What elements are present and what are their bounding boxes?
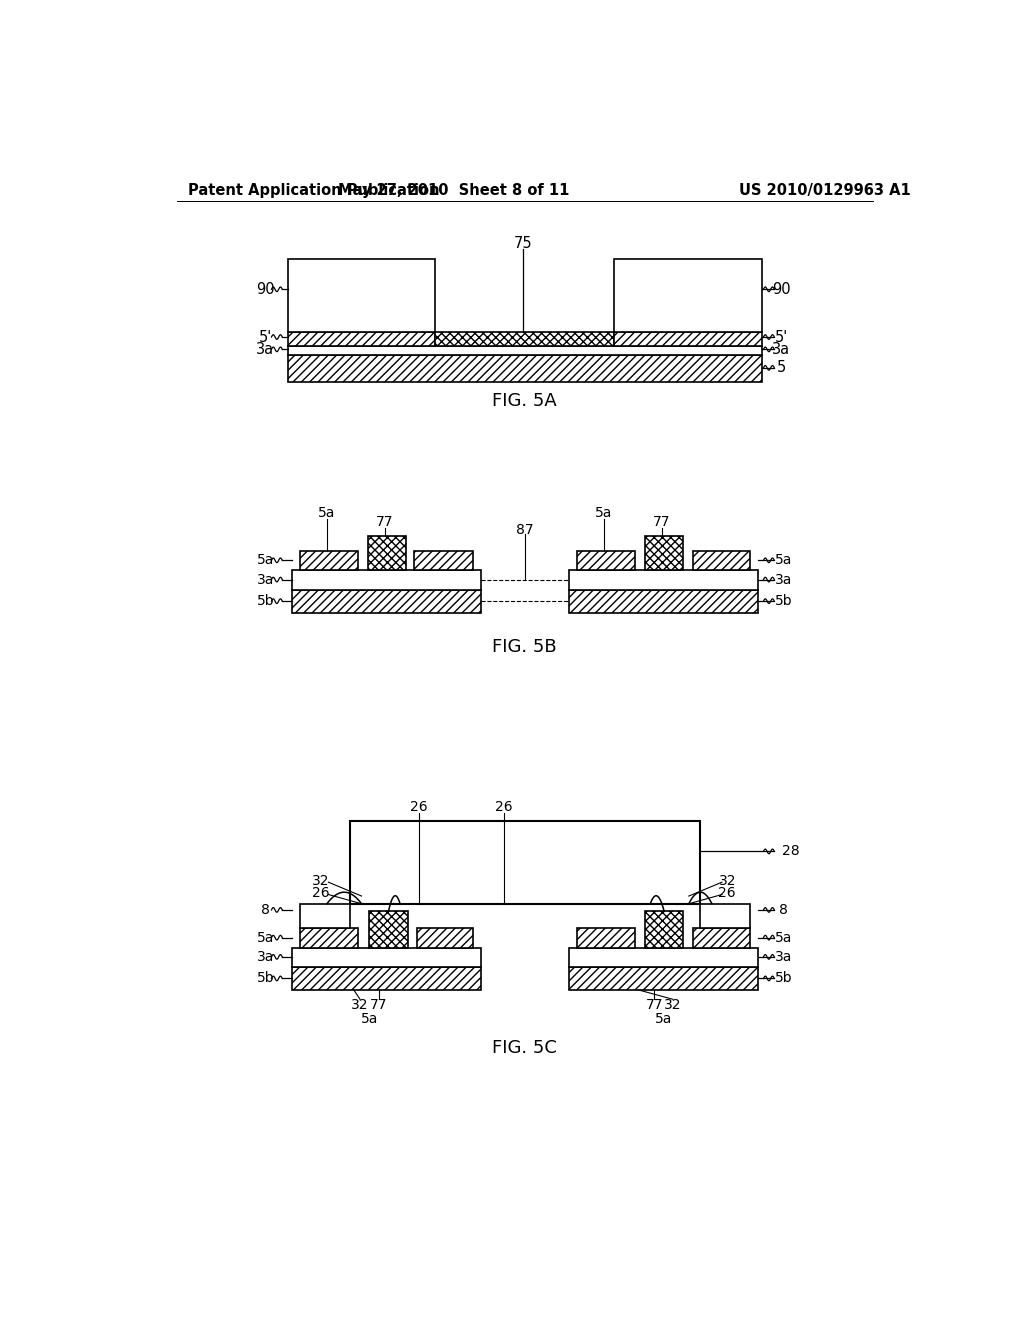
Text: 3a: 3a xyxy=(775,950,793,964)
Bar xyxy=(435,331,614,346)
Text: 87: 87 xyxy=(516,523,534,536)
Bar xyxy=(289,259,435,331)
Bar xyxy=(292,570,481,590)
Text: 5a: 5a xyxy=(775,553,793,568)
Bar xyxy=(614,331,762,346)
Text: 77: 77 xyxy=(376,515,393,529)
Text: FIG. 5B: FIG. 5B xyxy=(493,639,557,656)
Bar xyxy=(569,590,758,612)
Bar xyxy=(692,552,751,570)
Bar xyxy=(370,911,408,948)
Bar xyxy=(300,904,350,928)
Text: 32: 32 xyxy=(351,998,369,1012)
Bar xyxy=(578,928,635,948)
Text: 5a: 5a xyxy=(595,506,612,520)
Text: 3a: 3a xyxy=(775,573,793,586)
Text: 5a: 5a xyxy=(775,931,793,945)
Text: 77: 77 xyxy=(370,998,387,1012)
Bar xyxy=(569,570,758,590)
Text: 5: 5 xyxy=(776,360,785,375)
Text: 26: 26 xyxy=(312,886,330,900)
Text: 3a: 3a xyxy=(256,342,274,356)
Text: 5a: 5a xyxy=(257,553,274,568)
Text: 5a: 5a xyxy=(257,931,274,945)
Text: 75: 75 xyxy=(514,235,532,251)
Bar xyxy=(292,966,481,990)
Bar xyxy=(300,928,357,948)
Text: 5b: 5b xyxy=(775,972,793,986)
Text: 3a: 3a xyxy=(772,342,791,356)
Text: 32: 32 xyxy=(664,998,681,1012)
Text: US 2010/0129963 A1: US 2010/0129963 A1 xyxy=(739,183,910,198)
Bar xyxy=(292,948,481,966)
Bar xyxy=(569,966,758,990)
Text: 5a: 5a xyxy=(360,1012,378,1026)
Text: FIG. 5A: FIG. 5A xyxy=(493,392,557,411)
Text: 90: 90 xyxy=(772,281,791,297)
Text: 32: 32 xyxy=(312,874,330,887)
Text: May 27, 2010  Sheet 8 of 11: May 27, 2010 Sheet 8 of 11 xyxy=(338,183,569,198)
Text: 8: 8 xyxy=(261,903,269,917)
Text: 5b: 5b xyxy=(256,972,274,986)
Text: Patent Application Publication: Patent Application Publication xyxy=(188,183,440,198)
Text: 8: 8 xyxy=(779,903,787,917)
Text: 3a: 3a xyxy=(257,573,274,586)
Bar xyxy=(614,259,762,331)
Text: 5': 5' xyxy=(774,330,787,345)
Bar xyxy=(692,928,751,948)
Bar xyxy=(300,552,357,570)
Bar xyxy=(645,911,683,948)
Text: 5b: 5b xyxy=(775,594,793,609)
Bar xyxy=(368,536,407,570)
Bar xyxy=(414,552,473,570)
Text: FIG. 5C: FIG. 5C xyxy=(493,1039,557,1057)
Bar xyxy=(292,590,481,612)
Text: 32: 32 xyxy=(719,874,736,887)
Text: 26: 26 xyxy=(496,800,513,813)
Bar xyxy=(289,346,762,355)
Bar xyxy=(578,552,635,570)
Text: 5b: 5b xyxy=(256,594,274,609)
Text: 77: 77 xyxy=(653,515,671,529)
Bar xyxy=(569,948,758,966)
Bar xyxy=(289,331,435,346)
Text: 5a: 5a xyxy=(318,506,336,520)
Text: 90: 90 xyxy=(256,281,274,297)
Bar xyxy=(700,904,751,928)
Text: 28: 28 xyxy=(782,845,800,858)
Text: 26: 26 xyxy=(411,800,428,813)
Bar xyxy=(350,821,700,904)
Bar xyxy=(289,355,762,381)
Text: 5': 5' xyxy=(259,330,272,345)
Text: 3a: 3a xyxy=(257,950,274,964)
Bar xyxy=(645,536,683,570)
Text: 77: 77 xyxy=(645,998,663,1012)
Text: 26: 26 xyxy=(719,886,736,900)
Text: 5a: 5a xyxy=(654,1012,672,1026)
Bar xyxy=(417,928,473,948)
